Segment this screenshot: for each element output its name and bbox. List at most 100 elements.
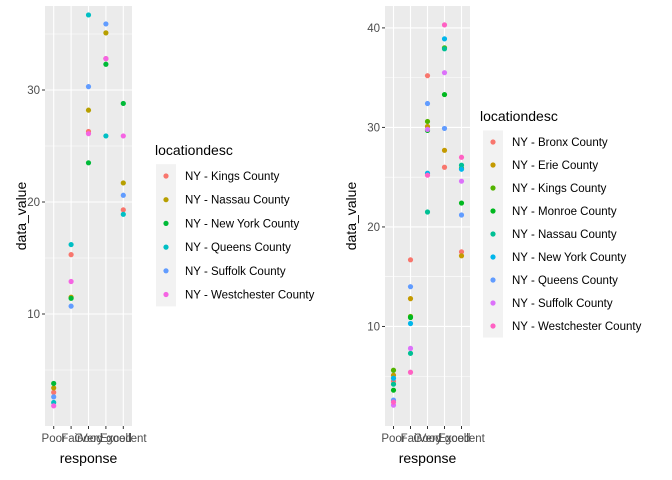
legend-key xyxy=(490,208,496,214)
legend-key xyxy=(163,197,169,203)
y-tick-label: 10 xyxy=(367,321,380,333)
data-point xyxy=(407,257,414,263)
data-point xyxy=(120,180,126,186)
data-point xyxy=(85,160,92,166)
x-axis-title: response xyxy=(60,450,118,466)
data-point xyxy=(68,303,74,309)
y-tick-label: 20 xyxy=(367,222,380,234)
legend: locationdesc NY - Bronx County NY - Erie C… xyxy=(480,108,642,338)
y-tick-label: 40 xyxy=(367,23,380,35)
legend-title: locationdesc xyxy=(480,108,558,124)
data-point xyxy=(424,209,431,215)
data-point xyxy=(103,133,109,139)
data-point xyxy=(424,100,431,107)
x-tick-label: Good xyxy=(413,433,441,445)
legend-label: NY - Suffolk County xyxy=(185,266,286,278)
data-point xyxy=(407,320,414,327)
x-tick-label: Very good xyxy=(419,433,471,445)
legend-key xyxy=(163,220,169,226)
legend-key xyxy=(490,139,496,145)
legend-label: NY - Queens County xyxy=(185,242,291,254)
legend-label: NY - Nassau County xyxy=(185,195,290,207)
data-point xyxy=(441,70,448,76)
y-axis-title: data_value xyxy=(13,182,29,251)
legend-label: NY - Kings County xyxy=(512,183,607,195)
legend-label: NY - Kings County xyxy=(185,171,280,183)
data-point xyxy=(424,126,431,133)
legend: locationdesc NY - Kings County NY - Nassau… xyxy=(155,142,315,307)
data-point xyxy=(390,387,397,393)
legend-key xyxy=(163,268,169,274)
x-tick-label: Good xyxy=(74,433,102,445)
legend-key xyxy=(490,300,496,306)
data-point xyxy=(458,162,465,168)
y-tick-label: 30 xyxy=(367,122,380,134)
data-point xyxy=(458,253,465,259)
data-point xyxy=(51,385,57,391)
legend-label: NY - Monroe County xyxy=(512,206,617,218)
data-point xyxy=(441,91,448,98)
data-point xyxy=(85,131,92,137)
data-point xyxy=(120,133,126,139)
legend-key-background xyxy=(156,164,176,307)
data-point xyxy=(390,381,397,387)
data-point xyxy=(68,278,74,285)
data-point xyxy=(458,200,465,206)
x-tick-label: Fair xyxy=(401,433,421,445)
data-point xyxy=(85,84,92,90)
legend-label: NY - Suffolk County xyxy=(512,298,613,310)
legend-label: NY - Nassau County xyxy=(512,229,617,241)
data-point xyxy=(68,252,74,258)
x-tick-label: Poor xyxy=(42,433,66,445)
data-point xyxy=(424,73,431,79)
legend-key xyxy=(163,244,169,250)
legend-label: NY - Queens County xyxy=(512,275,618,287)
data-point xyxy=(407,345,414,351)
data-point xyxy=(51,403,57,409)
data-point xyxy=(441,22,448,28)
data-point xyxy=(458,249,465,255)
data-point xyxy=(85,107,92,113)
legend-key xyxy=(163,291,169,298)
data-point xyxy=(51,394,57,400)
legend-label: NY - Westchester County xyxy=(185,290,315,302)
data-point xyxy=(441,36,448,42)
data-point xyxy=(103,21,109,27)
data-point xyxy=(441,147,448,153)
data-point xyxy=(407,296,414,302)
data-point xyxy=(407,350,414,356)
data-point xyxy=(390,399,397,405)
legend-title: locationdesc xyxy=(155,142,233,158)
legend-label: NY - New York County xyxy=(185,218,299,230)
data-point xyxy=(120,192,126,198)
data-point xyxy=(458,154,465,160)
data-point xyxy=(458,212,465,218)
data-point xyxy=(424,172,431,178)
legend-key xyxy=(490,254,496,260)
data-point xyxy=(120,100,126,107)
legend-label: NY - Westchester County xyxy=(512,321,642,333)
data-point xyxy=(85,12,92,18)
legend-label: NY - Erie County xyxy=(512,160,598,172)
data-point xyxy=(51,380,57,387)
data-point xyxy=(407,284,414,290)
legend-key xyxy=(490,162,496,168)
legend-key xyxy=(490,323,496,329)
data-point xyxy=(103,56,109,62)
data-point xyxy=(441,46,448,52)
data-point xyxy=(458,166,465,172)
legend-key xyxy=(490,185,496,191)
data-point xyxy=(390,367,397,373)
x-axis-title: response xyxy=(399,450,457,466)
data-point xyxy=(120,211,126,217)
data-point xyxy=(120,207,126,213)
data-point xyxy=(103,61,109,67)
data-point xyxy=(390,375,397,381)
data-point xyxy=(424,118,431,125)
x-tick-label: Excellent xyxy=(438,433,485,445)
legend-label: NY - New York County xyxy=(512,252,626,264)
data-point xyxy=(68,295,74,301)
